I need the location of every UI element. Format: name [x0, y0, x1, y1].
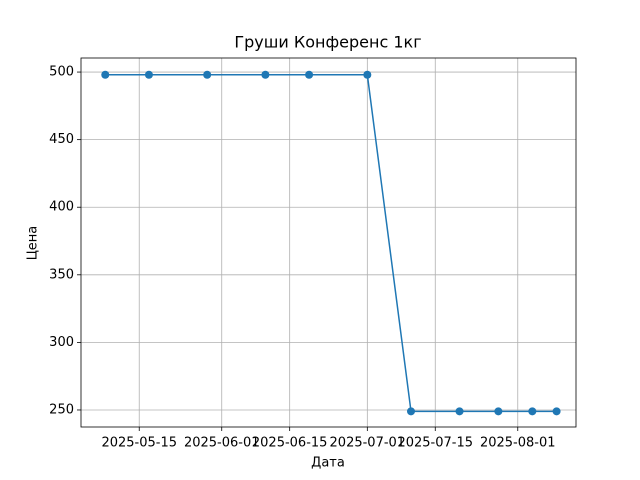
- data-point: [528, 407, 537, 416]
- data-point: [407, 407, 415, 416]
- data-point: [261, 70, 270, 79]
- y-axis-label: Цена: [26, 226, 41, 261]
- x-tick-label: 2025-06-01: [184, 436, 260, 451]
- y-tick-label: 250: [49, 402, 74, 417]
- y-tick-label: 350: [49, 267, 74, 282]
- data-point: [455, 407, 464, 416]
- data-point: [363, 70, 372, 79]
- x-axis-label: Дата: [311, 456, 345, 471]
- y-tick-label: 450: [49, 132, 74, 147]
- data-point: [494, 407, 503, 416]
- data-point: [552, 407, 561, 416]
- y-tick-label: 400: [49, 200, 74, 215]
- x-tick-label: 2025-07-01: [330, 436, 406, 451]
- x-tick-label: 2025-05-15: [101, 436, 177, 451]
- y-tick-label: 300: [49, 335, 74, 350]
- data-point: [203, 70, 212, 79]
- chart-title: Груши Конференс 1кг: [234, 33, 421, 52]
- data-point: [305, 70, 314, 79]
- data-point: [101, 70, 110, 79]
- x-tick-label: 2025-06-15: [252, 436, 328, 451]
- y-tick-label: 500: [49, 65, 74, 80]
- x-tick-label: 2025-08-01: [480, 436, 556, 451]
- plot-frame: [80, 57, 577, 428]
- x-tick-label: 2025-07-15: [397, 436, 473, 451]
- data-point: [144, 70, 153, 79]
